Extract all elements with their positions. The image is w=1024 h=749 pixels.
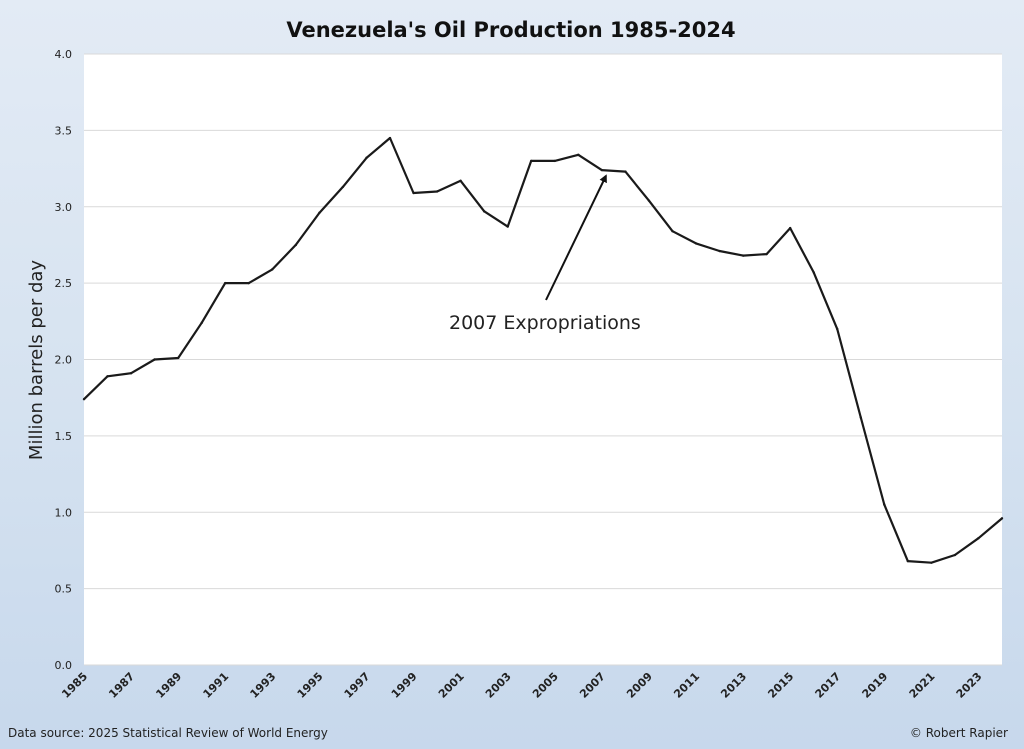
data-point	[600, 168, 604, 172]
data-point	[553, 159, 556, 163]
y-tick-label: 1.5	[55, 430, 73, 443]
x-tick-label: 2019	[860, 670, 891, 701]
data-point	[859, 416, 862, 419]
gridlines	[84, 53, 1002, 666]
x-tick-label: 1997	[342, 670, 373, 701]
data-point	[129, 372, 133, 375]
x-tick-label: 2007	[577, 670, 608, 701]
data-point	[247, 281, 250, 285]
data-point	[718, 249, 721, 253]
data-point	[741, 254, 745, 257]
data-point	[365, 156, 368, 160]
x-tick-label: 1995	[295, 670, 326, 701]
data-point	[930, 561, 933, 564]
y-tick-label: 0.5	[55, 583, 73, 596]
data-point	[435, 190, 439, 193]
annotation-arrow	[545, 174, 607, 301]
x-tick-label: 1999	[389, 670, 420, 701]
y-tick-label: 2.0	[55, 354, 73, 367]
x-tick-label: 1985	[59, 670, 90, 701]
data-point	[153, 358, 156, 361]
data-point	[788, 226, 792, 230]
data-point	[624, 170, 627, 173]
data-point	[271, 268, 274, 271]
data-point	[82, 398, 86, 401]
data-point	[577, 153, 580, 157]
data-point	[647, 199, 651, 202]
data-source: Data source: 2025 Statistical Review of …	[8, 726, 328, 740]
data-point	[812, 271, 815, 274]
credit: © Robert Rapier	[910, 726, 1008, 740]
x-tick-label: 2009	[624, 670, 655, 701]
annotation-group: 2007 Expropriations	[449, 174, 641, 334]
data-point	[506, 225, 509, 228]
x-tick-label: 2015	[765, 670, 796, 701]
data-point	[883, 503, 886, 506]
y-tick-label: 1.0	[55, 506, 73, 519]
x-tick-label: 2001	[436, 670, 467, 701]
data-point	[341, 185, 345, 189]
series-line	[83, 136, 1003, 564]
y-tick-labels: 0.0 0.5 1.0 1.5 2.0 2.5 3.0 3.5 4.0	[55, 48, 73, 672]
y-tick-label: 2.5	[55, 277, 73, 290]
x-tick-label: 2017	[813, 670, 844, 701]
data-point	[412, 191, 415, 195]
x-tick-label: 2013	[718, 670, 749, 701]
data-point	[106, 375, 109, 378]
x-tick-label: 2003	[483, 670, 514, 701]
y-axis-label: Million barrels per day	[26, 260, 47, 460]
data-point	[294, 243, 298, 247]
data-point	[977, 537, 980, 540]
y-tick-label: 0.0	[55, 659, 73, 672]
x-tick-label: 2011	[671, 670, 702, 701]
x-tick-label: 1991	[201, 670, 232, 701]
data-point	[694, 242, 698, 245]
data-point	[200, 321, 203, 325]
data-point	[318, 211, 321, 215]
data-point	[671, 229, 674, 233]
data-point	[176, 356, 180, 360]
y-tick-label: 3.5	[55, 124, 73, 137]
x-tick-label: 2021	[907, 670, 938, 701]
data-point	[482, 210, 486, 213]
annotation-label: 2007 Expropriations	[449, 312, 641, 334]
data-point	[836, 327, 839, 331]
y-tick-label: 3.0	[55, 201, 73, 214]
data-point	[953, 553, 957, 557]
data-point	[530, 159, 533, 163]
x-tick-label: 1987	[106, 670, 137, 701]
data-point	[765, 252, 768, 256]
x-tick-label: 1993	[248, 670, 279, 701]
data-point	[224, 281, 227, 285]
series-group	[82, 136, 1004, 564]
x-tick-label: 1989	[153, 670, 184, 701]
chart-title: Venezuela's Oil Production 1985-2024	[286, 18, 735, 42]
data-point	[906, 559, 910, 563]
y-tick-label: 4.0	[55, 48, 73, 61]
x-tick-labels: 1985 1987 1989 1991 1993 1995 1997 1999 2001 2003…	[59, 670, 984, 701]
x-tick-label: 2023	[954, 670, 985, 701]
data-point	[1000, 517, 1004, 520]
x-tick-label: 2005	[530, 670, 561, 701]
data-point	[388, 136, 392, 140]
data-point	[459, 179, 462, 182]
